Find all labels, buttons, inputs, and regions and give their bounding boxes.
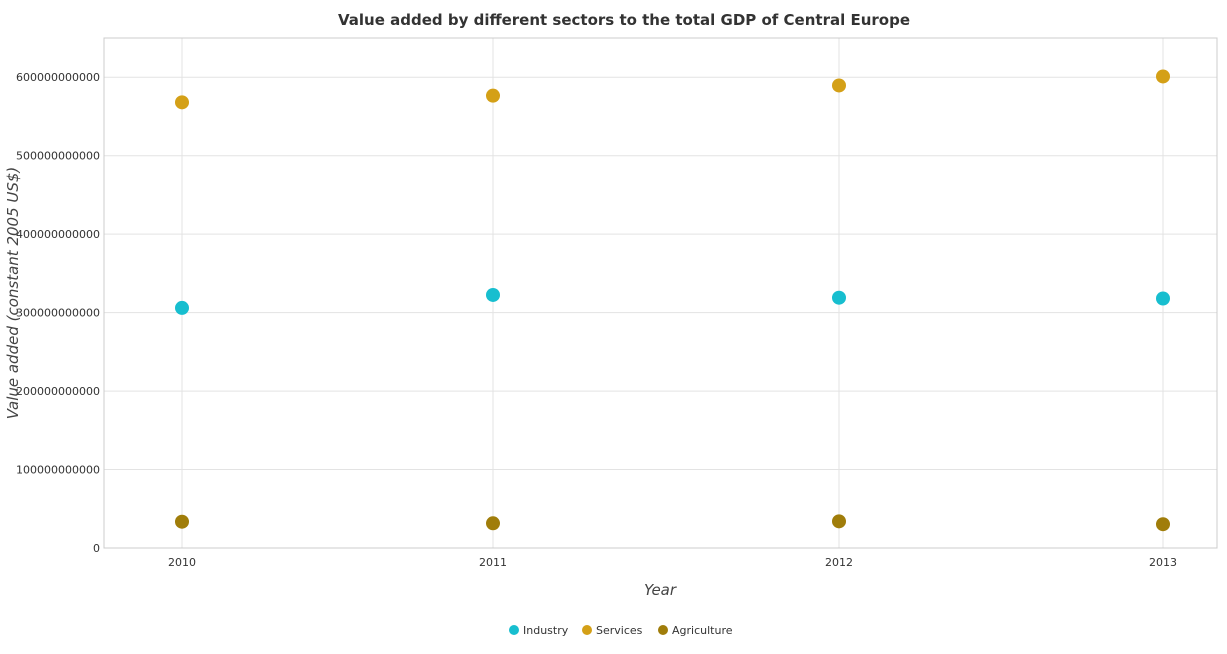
legend-label-agriculture: Agriculture: [672, 624, 733, 637]
legend-marker-services: [582, 625, 592, 635]
data-points: [175, 69, 1170, 532]
data-point-services: [486, 88, 500, 103]
data-point-services: [832, 78, 846, 93]
chart-title: Value added by different sectors to the …: [338, 11, 910, 29]
data-point-services: [1156, 69, 1170, 84]
y-tick-label: 400000000000: [16, 228, 100, 241]
y-tick-labels: 0 100000000000 200000000000 300000000000 400…: [16, 71, 100, 555]
y-axis-title: Value added (constant 2005 US$): [4, 167, 22, 420]
legend-marker-industry: [509, 625, 519, 635]
legend: Industry Services Agriculture: [509, 624, 733, 637]
data-point-industry: [1156, 291, 1170, 306]
y-tick-label: 100000000000: [16, 464, 100, 477]
legend-label-industry: Industry: [523, 624, 569, 637]
legend-marker-agriculture: [658, 625, 668, 635]
data-point-agriculture: [1156, 517, 1170, 532]
data-point-services: [175, 95, 189, 110]
grid-layer: [104, 38, 1217, 549]
x-tick-label: 2011: [479, 556, 507, 569]
plot-frame: [103, 37, 1218, 549]
data-point-agriculture: [486, 516, 500, 531]
y-tick-label: 0: [93, 542, 100, 555]
x-tick-label: 2010: [168, 556, 196, 569]
data-point-agriculture: [832, 514, 846, 529]
x-tick-label: 2013: [1149, 556, 1177, 569]
y-tick-label: 600000000000: [16, 71, 100, 84]
x-tick-labels: 2010 2011 2012 2013: [168, 556, 1177, 569]
x-axis-title: Year: [644, 581, 677, 599]
data-point-industry: [486, 287, 500, 302]
data-point-industry: [175, 300, 189, 315]
x-tick-label: 2012: [825, 556, 853, 569]
data-point-industry: [832, 290, 846, 305]
y-tick-label: 200000000000: [16, 385, 100, 398]
y-tick-label: 500000000000: [16, 150, 100, 163]
y-tick-label: 300000000000: [16, 307, 100, 320]
legend-label-services: Services: [596, 624, 643, 637]
data-point-agriculture: [175, 514, 189, 529]
